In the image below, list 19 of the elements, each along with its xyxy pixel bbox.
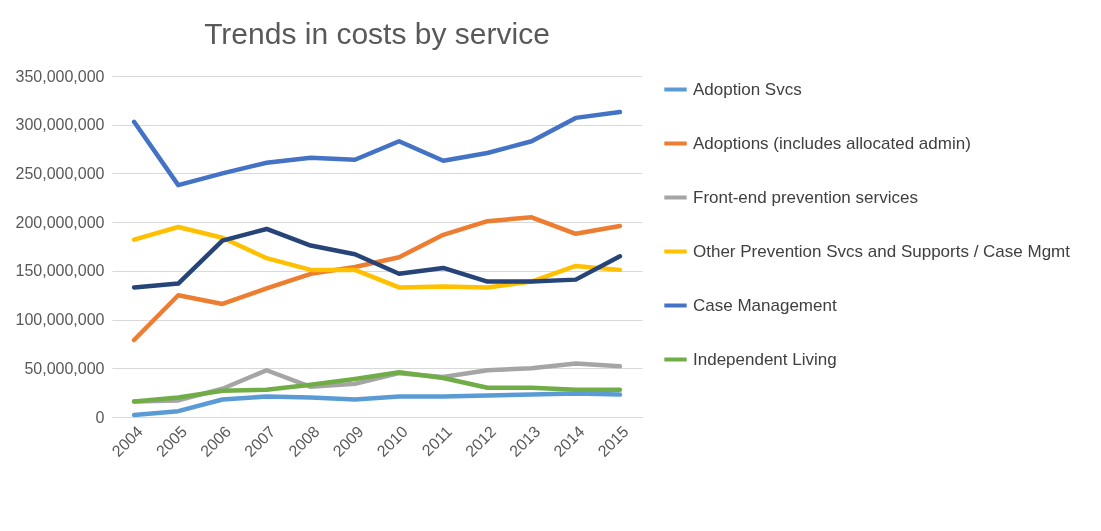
y-tick-label: 0 <box>95 408 105 426</box>
y-tick-label: 150,000,000 <box>15 262 105 280</box>
legend-label: Independent Living <box>693 349 837 369</box>
y-tick-label: 350,000,000 <box>15 67 105 85</box>
y-tick-label: 250,000,000 <box>15 164 105 182</box>
line-series <box>131 391 623 418</box>
legend-label: Adoptions (includes allocated admin) <box>693 133 971 153</box>
legend-label: Case Management <box>693 295 837 315</box>
y-tick-label: 300,000,000 <box>15 116 105 134</box>
legend-label: Adoption Svcs <box>693 79 802 99</box>
line-series <box>131 369 623 404</box>
line-series <box>131 215 623 343</box>
legend-label: Other Prevention Svcs and Supports / Case Mgmt <box>693 241 1071 261</box>
line-series <box>131 109 623 188</box>
y-tick-label: 100,000,000 <box>15 311 105 329</box>
y-tick-label: 200,000,000 <box>15 213 105 231</box>
legend-label: Front-end prevention services <box>693 187 918 207</box>
chart-title: Trends in costs by service <box>204 17 550 50</box>
y-tick-label: 50,000,000 <box>24 359 105 377</box>
